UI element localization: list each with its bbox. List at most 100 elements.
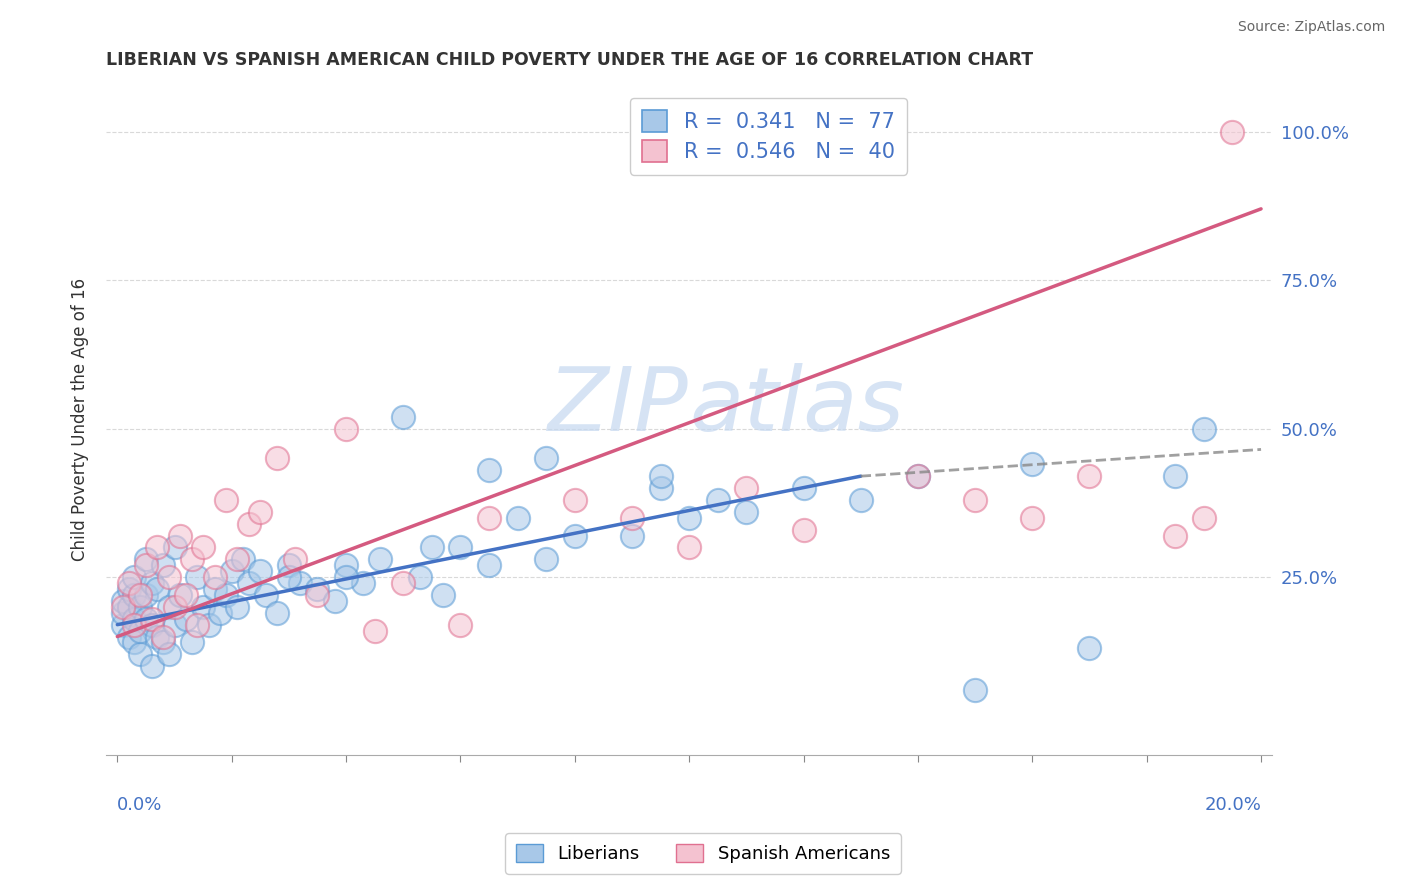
Point: [141, 659, 163, 673]
Point: [290, 576, 312, 591]
Point: [180, 635, 202, 649]
Point: [254, 588, 277, 602]
Point: [129, 599, 152, 614]
Point: [1222, 125, 1244, 139]
Point: [478, 463, 501, 477]
Point: [124, 635, 146, 649]
Point: [307, 582, 329, 596]
Point: [907, 469, 929, 483]
Text: 0.0%: 0.0%: [117, 796, 163, 814]
Point: [129, 588, 152, 602]
Point: [335, 422, 357, 436]
Point: [112, 606, 135, 620]
Point: [965, 492, 987, 507]
Point: [1192, 422, 1215, 436]
Point: [352, 576, 374, 591]
Point: [735, 505, 758, 519]
Point: [678, 510, 700, 524]
Point: [118, 599, 141, 614]
Point: [163, 617, 186, 632]
Point: [141, 576, 163, 591]
Point: [124, 612, 146, 626]
Point: [157, 599, 180, 614]
Point: [186, 570, 208, 584]
Point: [907, 469, 929, 483]
Point: [174, 612, 197, 626]
Point: [141, 612, 163, 626]
Point: [163, 599, 186, 614]
Point: [204, 582, 226, 596]
Point: [221, 564, 243, 578]
Point: [191, 541, 214, 555]
Point: [238, 516, 260, 531]
Point: [135, 558, 157, 573]
Point: [152, 635, 174, 649]
Point: [232, 552, 254, 566]
Point: [215, 588, 238, 602]
Point: [735, 481, 758, 495]
Point: [793, 481, 815, 495]
Point: [678, 541, 700, 555]
Point: [277, 570, 299, 584]
Point: [1164, 528, 1187, 542]
Point: [323, 594, 346, 608]
Point: [1192, 510, 1215, 524]
Point: [335, 558, 357, 573]
Point: [277, 558, 299, 573]
Point: [266, 606, 288, 620]
Point: [392, 409, 415, 424]
Point: [249, 564, 271, 578]
Point: [238, 576, 260, 591]
Point: [621, 528, 644, 542]
Point: [129, 624, 152, 638]
Point: [1078, 641, 1101, 656]
Point: [370, 552, 392, 566]
Point: [157, 570, 180, 584]
Point: [1078, 469, 1101, 483]
Point: [146, 541, 169, 555]
Point: [118, 630, 141, 644]
Point: [191, 599, 214, 614]
Point: [204, 570, 226, 584]
Point: [965, 683, 987, 698]
Point: [449, 541, 471, 555]
Point: [129, 648, 152, 662]
Point: [1021, 458, 1043, 472]
Point: [163, 541, 186, 555]
Point: [650, 469, 672, 483]
Point: [449, 617, 471, 632]
Point: [284, 552, 307, 566]
Point: [849, 492, 872, 507]
Point: [536, 451, 558, 466]
Point: [1164, 469, 1187, 483]
Point: [420, 541, 443, 555]
Point: [215, 492, 238, 507]
Point: [146, 630, 169, 644]
Point: [478, 510, 501, 524]
Point: [124, 588, 146, 602]
Text: 20.0%: 20.0%: [1204, 796, 1261, 814]
Point: [118, 582, 141, 596]
Point: [118, 576, 141, 591]
Point: [536, 552, 558, 566]
Point: [112, 599, 135, 614]
Point: [335, 570, 357, 584]
Point: [180, 552, 202, 566]
Point: [707, 492, 730, 507]
Point: [157, 648, 180, 662]
Point: [135, 552, 157, 566]
Point: [363, 624, 385, 638]
Point: [432, 588, 454, 602]
Text: atlas: atlas: [689, 363, 904, 450]
Legend: Liberians, Spanish Americans: Liberians, Spanish Americans: [505, 833, 901, 874]
Point: [169, 528, 191, 542]
Text: Source: ZipAtlas.com: Source: ZipAtlas.com: [1237, 20, 1385, 34]
Point: [226, 599, 249, 614]
Legend: R =  0.341   N =  77, R =  0.546   N =  40: R = 0.341 N = 77, R = 0.546 N = 40: [630, 98, 907, 175]
Point: [174, 588, 197, 602]
Point: [146, 582, 169, 596]
Point: [124, 617, 146, 632]
Point: [650, 481, 672, 495]
Point: [392, 576, 415, 591]
Point: [141, 617, 163, 632]
